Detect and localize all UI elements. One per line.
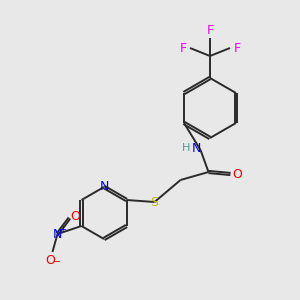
- Text: S: S: [151, 196, 158, 208]
- Text: O: O: [46, 254, 56, 266]
- Text: +: +: [59, 224, 66, 233]
- Text: N: N: [99, 181, 109, 194]
- Text: H: H: [182, 143, 191, 153]
- Text: −: −: [53, 257, 62, 267]
- Text: O: O: [70, 209, 80, 223]
- Text: N: N: [192, 142, 201, 154]
- Text: O: O: [232, 167, 242, 181]
- Text: F: F: [179, 41, 187, 55]
- Text: F: F: [206, 25, 214, 38]
- Text: F: F: [233, 41, 241, 55]
- Text: N: N: [53, 227, 62, 241]
